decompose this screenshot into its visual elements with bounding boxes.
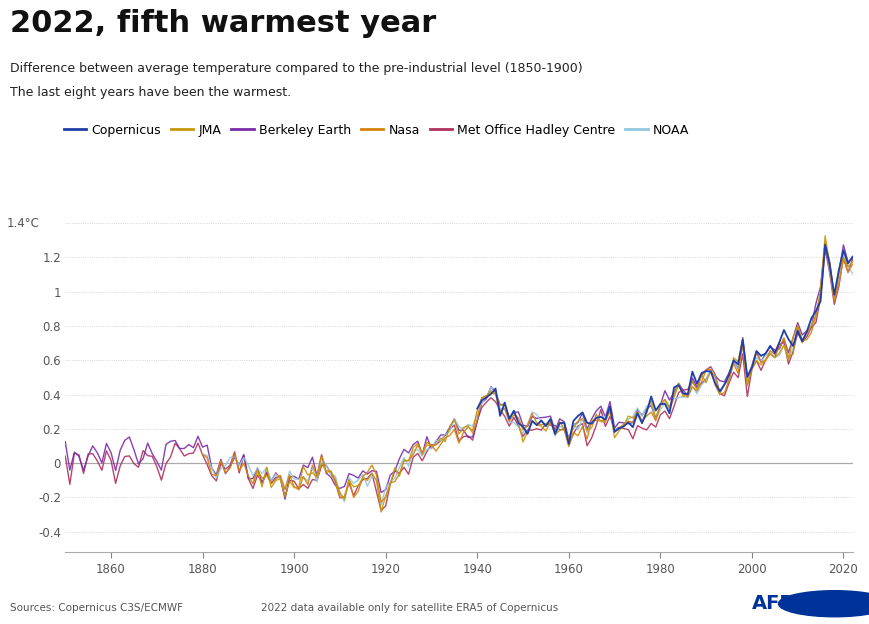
Text: The last eight years have been the warmest.: The last eight years have been the warme… <box>10 86 291 99</box>
Text: Sources: Copernicus C3S/ECMWF: Sources: Copernicus C3S/ECMWF <box>10 603 183 613</box>
Text: 2022 data available only for satellite ERA5 of Copernicus: 2022 data available only for satellite E… <box>261 603 558 613</box>
Text: ●: ● <box>820 589 847 618</box>
Legend: Copernicus, JMA, Berkeley Earth, Nasa, Met Office Hadley Centre, NOAA: Copernicus, JMA, Berkeley Earth, Nasa, M… <box>63 124 688 137</box>
Text: Difference between average temperature compared to the pre-industrial level (185: Difference between average temperature c… <box>10 62 582 76</box>
Text: AFP: AFP <box>752 594 794 613</box>
Text: 1.4°C: 1.4°C <box>6 217 39 230</box>
Text: 2022, fifth warmest year: 2022, fifth warmest year <box>10 9 436 38</box>
Circle shape <box>778 591 869 617</box>
